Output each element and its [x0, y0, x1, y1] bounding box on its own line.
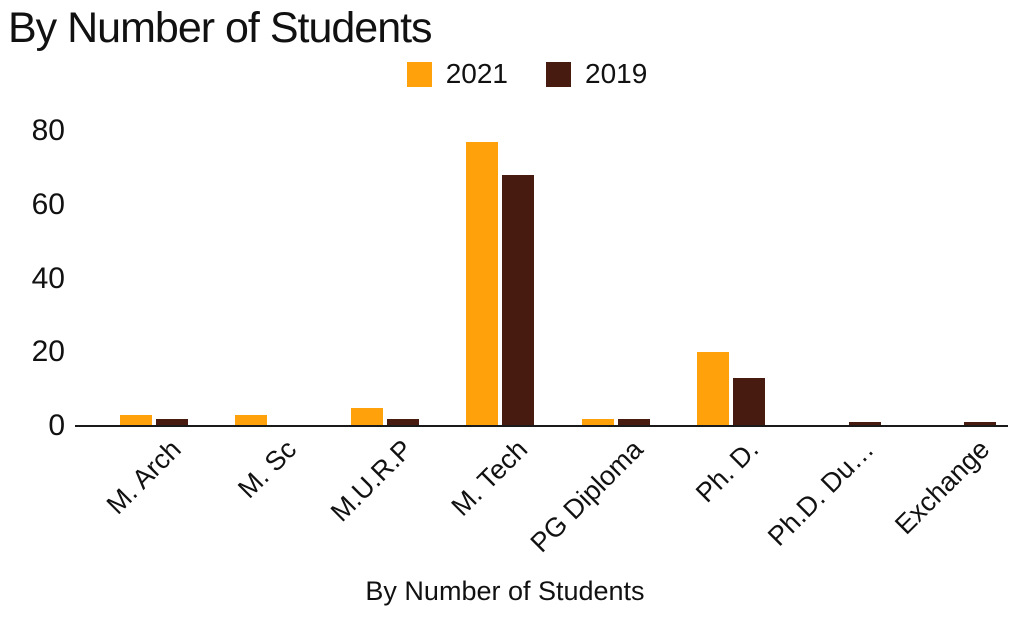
category-slot: [789, 120, 905, 426]
bar-2021-m-sc[interactable]: [235, 415, 268, 426]
legend: 2021 2019: [22, 58, 1010, 90]
legend-item-2021[interactable]: 2021: [406, 58, 508, 90]
bar-2021-pg-diploma[interactable]: [581, 419, 614, 426]
bar-pair: [697, 352, 766, 426]
legend-swatch-2021-icon: [406, 61, 432, 87]
x-tick-label: Ph. D.: [690, 434, 765, 509]
bar-pair: [235, 415, 303, 426]
category-slot: [905, 120, 1010, 426]
y-tick-label: 40: [31, 261, 65, 295]
bar-pair: [581, 419, 650, 426]
category-slot: [327, 120, 443, 426]
bar-2021-m-u-r-p[interactable]: [350, 408, 383, 426]
category-slot: [674, 120, 790, 426]
bar-2019-m-tech[interactable]: [502, 175, 535, 426]
x-axis-line: [75, 425, 1008, 427]
bar-2021-m-arch[interactable]: [119, 415, 152, 426]
legend-label-2019: 2019: [585, 58, 648, 89]
x-tick-label: M. Arch: [101, 434, 187, 520]
legend-swatch-2019-icon: [546, 61, 571, 87]
plot-area: [96, 120, 1010, 426]
x-tick-label: M. Sc: [232, 434, 303, 505]
category-slot: [96, 120, 212, 426]
y-tick-label: 80: [31, 114, 65, 147]
legend-label-2021: 2021: [445, 58, 508, 89]
y-tick-label: 0: [48, 409, 65, 442]
category-slot: [212, 120, 328, 426]
bar-2019-m-u-r-p[interactable]: [386, 419, 419, 426]
bar-2019-m-arch[interactable]: [155, 419, 188, 426]
bar-2019-pg-diploma[interactable]: [617, 419, 650, 426]
bar-2019-exchange[interactable]: [964, 422, 997, 426]
x-tick-label: Ph.D. Du…: [762, 434, 880, 552]
bar-2021-m-tech[interactable]: [466, 142, 499, 426]
legend-item-2019[interactable]: 2019: [546, 58, 647, 90]
bar-pair: [813, 422, 881, 426]
x-axis-title: By Number of Students: [365, 576, 645, 606]
x-tick-label: M.U.R.P: [324, 434, 418, 528]
bar-2019-ph-d-[interactable]: [733, 378, 766, 426]
category-slot: [443, 120, 559, 426]
bar-2019-ph-d-du-[interactable]: [848, 422, 881, 426]
x-tick-label: M. Tech: [445, 434, 534, 522]
x-axis-labels: M. Arch M. Sc M.U.R.P M. Tech PG Diploma Ph. …: [96, 434, 1010, 574]
x-tick-label: PG Diploma: [524, 434, 649, 559]
bar-pair: [928, 422, 997, 426]
bar-pair: [119, 415, 188, 426]
y-tick-label: 20: [31, 335, 65, 369]
bar-pair: [466, 142, 535, 426]
y-tick-label: 60: [31, 187, 65, 221]
category-slot: [558, 120, 674, 426]
bar-2021-ph-d-[interactable]: [697, 352, 730, 426]
x-tick-label: Exchange: [889, 434, 996, 541]
y-axis: 0 20 40 60 80: [0, 0, 65, 622]
chart-title: By Number of Students: [8, 4, 433, 52]
bar-pair: [350, 408, 419, 426]
